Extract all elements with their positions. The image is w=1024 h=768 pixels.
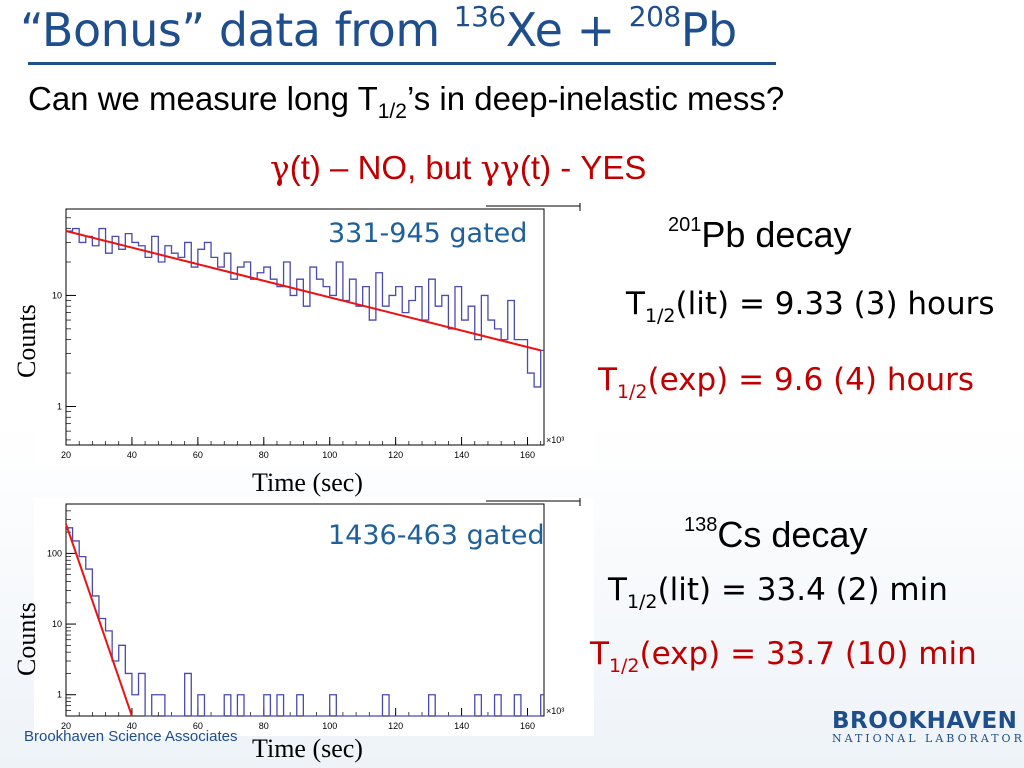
- x-multiplier-label: ×10³: [546, 435, 564, 445]
- x-tick-label: 100: [322, 721, 337, 731]
- cs138-name: Cs decay: [717, 514, 868, 555]
- x-tick-label: 20: [61, 450, 71, 460]
- chart1-xlabel: Time (sec): [252, 468, 363, 497]
- bnl-logo-subtext: NATIONAL LABORATORY: [832, 732, 1024, 745]
- pb201-lit-t: T: [626, 286, 645, 322]
- pb201-name: Pb decay: [701, 214, 852, 255]
- cs138-exp-t: T: [590, 636, 609, 672]
- cs138-lit-sub: 1/2: [626, 591, 658, 613]
- y-tick-label: 100: [47, 548, 62, 558]
- subtitle-text-end: ’s in deep-inelastic mess?: [406, 80, 785, 117]
- x-tick-label: 60: [193, 450, 203, 460]
- x-tick-label: 120: [388, 450, 403, 460]
- subtitle-text: Can we measure long T: [28, 80, 378, 117]
- cs138-heading: 138Cs decay: [684, 514, 867, 556]
- pb201-exp-halflife: T1/2(exp) = 9.6 (4) hours: [598, 362, 974, 403]
- cs138-lit-halflife: T1/2(lit) = 33.4 (2) min: [608, 572, 948, 613]
- gamma-symbol: γ: [270, 148, 290, 187]
- x-tick-label: 60: [193, 721, 203, 731]
- pb201-lit-sub: 1/2: [644, 305, 676, 327]
- y-tick-label: 1: [57, 690, 62, 700]
- cs138-exp-halflife: T1/2(exp) = 33.7 (10) min: [590, 636, 977, 677]
- pb201-exp-t: T: [598, 362, 617, 398]
- pb201-exp-sub: 1/2: [616, 381, 648, 403]
- note-text: (t) – NO, but: [289, 149, 481, 186]
- title-text-pb: Pb: [680, 3, 737, 57]
- pb201-lit-value: (lit) = 9.33 (3) hours: [675, 286, 995, 322]
- title-mass-pb: 208: [628, 0, 681, 33]
- y-tick-label: 10: [52, 290, 62, 300]
- chart2-gate-label: 1436-463 gated: [328, 520, 545, 551]
- x-tick-label: 140: [454, 450, 469, 460]
- cs138-lit-t: T: [608, 572, 627, 608]
- slide-title: “Bonus” data from 136Xe + 208Pb: [20, 0, 737, 57]
- chart-pb201: 20 40 60 80 100 120 140 160 ×10³ 1 10: [34, 203, 594, 465]
- pb201-heading: 201Pb decay: [668, 214, 851, 256]
- histogram-series: [66, 527, 544, 717]
- x-tick-label: 40: [127, 721, 137, 731]
- gamma-note: γ(t) – NO, but γγ(t) - YES: [270, 148, 646, 187]
- cs138-lit-value: (lit) = 33.4 (2) min: [657, 572, 948, 608]
- x-tick-label: 120: [388, 721, 403, 731]
- note-text-end: (t) - YES: [519, 149, 647, 186]
- x-tick-label: 80: [259, 450, 269, 460]
- pb201-lit-halflife: T1/2(lit) = 9.33 (3) hours: [626, 286, 995, 327]
- slide-subtitle: Can we measure long T1/2’s in deep-inela…: [28, 80, 784, 124]
- bnl-logo-text: BROOKHAVEN: [832, 708, 1018, 734]
- chart2-ylabel: Counts: [12, 602, 41, 676]
- x-tick-label: 20: [61, 721, 71, 731]
- x-tick-label: 100: [322, 450, 337, 460]
- x-tick-label: 40: [127, 450, 137, 460]
- x-tick-label: 160: [520, 721, 535, 731]
- pb201-exp-value: (exp) = 9.6 (4) hours: [647, 362, 975, 398]
- subtitle-subscript: 1/2: [377, 100, 407, 123]
- title-underline: [28, 62, 776, 65]
- y-tick-label: 10: [52, 619, 62, 629]
- cs138-exp-value: (exp) = 33.7 (10) min: [639, 636, 977, 672]
- chart-cs138: 20 40 60 80 100 120 140 160 ×10³ 1 10 100: [34, 498, 594, 736]
- x-multiplier-label: ×10³: [546, 706, 564, 716]
- gamma-gamma-symbol: γγ: [480, 148, 520, 187]
- fit-line: [65, 523, 133, 717]
- title-mass-xe: 136: [453, 0, 506, 33]
- cs138-mass: 138: [684, 514, 718, 536]
- x-tick-label: 140: [454, 721, 469, 731]
- chart1-gate-label: 331-945 gated: [328, 218, 528, 249]
- title-text-xe: Xe +: [505, 3, 629, 57]
- x-tick-label: 160: [520, 450, 535, 460]
- fit-line: [65, 230, 541, 352]
- footer-text: Brookhaven Science Associates: [24, 728, 238, 745]
- chart2-xlabel: Time (sec): [252, 734, 363, 763]
- cs138-exp-sub: 1/2: [608, 655, 640, 677]
- plot-frame: [65, 208, 545, 446]
- x-tick-label: 80: [259, 721, 269, 731]
- y-tick-label: 1: [57, 401, 62, 411]
- chart1-ylabel: Counts: [12, 304, 41, 378]
- histogram-series: [66, 227, 544, 388]
- pb201-mass: 201: [668, 214, 702, 236]
- title-text: “Bonus” data from: [20, 3, 454, 57]
